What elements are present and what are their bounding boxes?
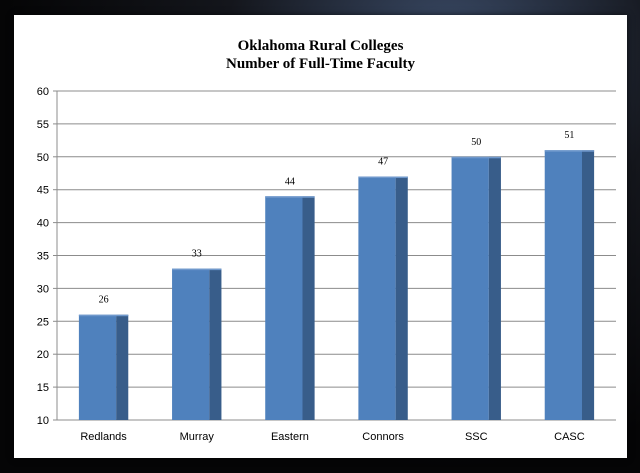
bar-front xyxy=(172,268,210,420)
x-category-label: SSC xyxy=(465,431,488,443)
y-tick-label: 45 xyxy=(37,185,49,197)
y-tick-label: 55 xyxy=(37,119,49,131)
bar xyxy=(544,150,595,420)
x-category-labels: Redlands Murray Eastern Connors SSC CASC xyxy=(80,431,584,443)
bar-top xyxy=(78,314,129,317)
bar-top xyxy=(265,196,315,198)
y-tick-label: 20 xyxy=(37,349,49,361)
bar-front xyxy=(78,314,117,420)
bar-side xyxy=(488,156,501,421)
bar-side xyxy=(581,150,595,420)
data-label: 44 xyxy=(285,176,295,187)
y-tick-label: 25 xyxy=(37,316,49,328)
chart-title: Oklahoma Rural Colleges Number of Full-T… xyxy=(14,37,627,73)
data-label: 47 xyxy=(378,157,388,168)
x-category-label: CASC xyxy=(554,431,585,443)
bar xyxy=(265,196,315,420)
data-label: 50 xyxy=(471,137,481,148)
gridlines xyxy=(57,90,616,388)
bar-front xyxy=(265,196,303,420)
x-category-label: Connors xyxy=(362,431,404,443)
data-label: 51 xyxy=(564,130,574,141)
bar-chart: 10 15 20 25 30 35 40 45 50 55 60 26 33 44 47 50 51 Redl… xyxy=(37,86,616,443)
x-category-label: Redlands xyxy=(80,431,127,443)
y-tick-labels: 10 15 20 25 30 35 40 45 50 55 60 xyxy=(37,86,49,427)
bars xyxy=(78,150,595,421)
bar-front xyxy=(358,176,396,420)
bar-front xyxy=(451,156,489,421)
bar xyxy=(358,176,408,420)
chart-title-line-2: Number of Full-Time Faculty xyxy=(225,56,416,72)
bar-front xyxy=(544,150,582,420)
bar xyxy=(451,156,501,421)
data-label: 33 xyxy=(192,249,202,260)
data-labels: 26 33 44 47 50 51 xyxy=(99,130,575,306)
y-tick-label: 30 xyxy=(37,283,49,295)
y-tick-label: 10 xyxy=(37,415,49,427)
bar-top xyxy=(451,156,501,159)
y-tick-label: 15 xyxy=(37,382,49,394)
bar xyxy=(172,268,222,420)
bar-top xyxy=(544,150,595,152)
bar-side xyxy=(209,268,222,420)
y-tick-label: 60 xyxy=(37,86,49,98)
chart-title-line-1: Oklahoma Rural Colleges xyxy=(237,38,404,54)
x-category-label: Murray xyxy=(180,431,215,443)
bar-top xyxy=(172,268,222,271)
y-tick-label: 35 xyxy=(37,251,49,263)
bar-top xyxy=(358,176,408,179)
bar-side xyxy=(395,176,408,420)
chart-frame: Oklahoma Rural Colleges Number of Full-T… xyxy=(14,15,627,458)
bar-side xyxy=(116,314,129,420)
x-category-label: Eastern xyxy=(271,431,309,443)
y-tick-label: 50 xyxy=(37,152,49,164)
bar-side xyxy=(302,196,315,420)
axes xyxy=(53,90,616,421)
bar xyxy=(78,314,129,420)
data-label: 26 xyxy=(99,295,109,306)
y-tick-label: 40 xyxy=(37,218,49,230)
